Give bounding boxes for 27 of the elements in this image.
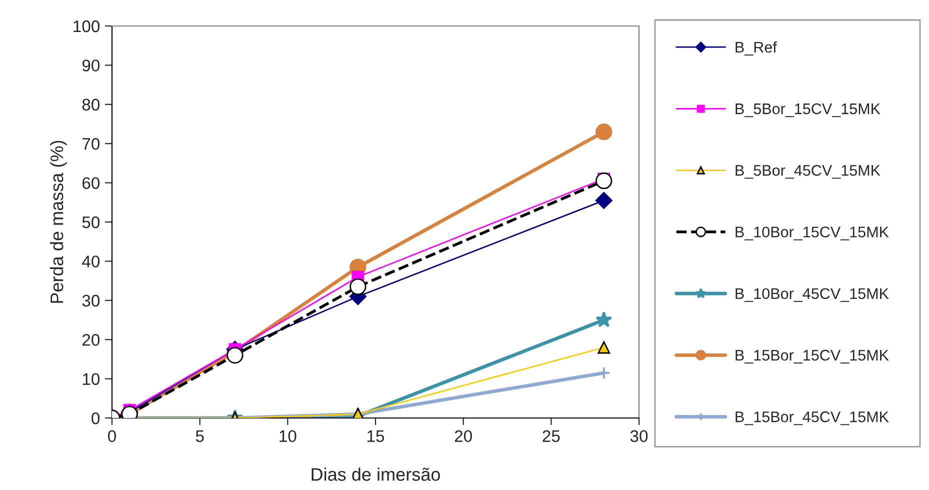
- y-tick-label: 0: [92, 412, 100, 424]
- legend-label: B_5Bor_45CV_15MK: [736, 165, 880, 179]
- y-tick-label: 100: [74, 20, 100, 32]
- y-tick-label: 10: [82, 373, 100, 386]
- x-tick-label: 30: [630, 430, 648, 442]
- legend-label: B_15Bor_15CV_15MK: [736, 350, 889, 364]
- y-tick-label: 80: [82, 98, 100, 111]
- y-tick-label: 40: [82, 256, 100, 268]
- y-tick-label: 90: [82, 60, 100, 72]
- x-tick-label: 10: [280, 430, 296, 442]
- x-tick-label: 25: [542, 430, 560, 442]
- y-tick-label: 20: [82, 334, 100, 346]
- legend-label: B_15Bor_45CV_15MK: [736, 411, 889, 426]
- x-tick-label: 15: [368, 430, 384, 442]
- legend-label: B_5Bor_15CV_15MK: [736, 103, 880, 118]
- legend-label: B_10Bor_45CV_15MK: [736, 288, 889, 302]
- legend-label: B_10Bor_15CV_15MK: [736, 226, 889, 240]
- x-tick-label: 5: [196, 430, 204, 442]
- legend-label: B_Ref: [736, 41, 777, 56]
- x-tick-label: 0: [108, 430, 116, 442]
- x-tick-label: 20: [454, 430, 472, 442]
- y-axis-title: Perda de massa (%): [50, 140, 67, 303]
- y-tick-label: 60: [82, 177, 100, 190]
- y-tick-label: 70: [82, 138, 100, 150]
- y-tick-label: 30: [82, 294, 100, 307]
- x-axis-title: Dias de imersão: [312, 468, 440, 481]
- y-tick-label: 50: [82, 216, 100, 228]
